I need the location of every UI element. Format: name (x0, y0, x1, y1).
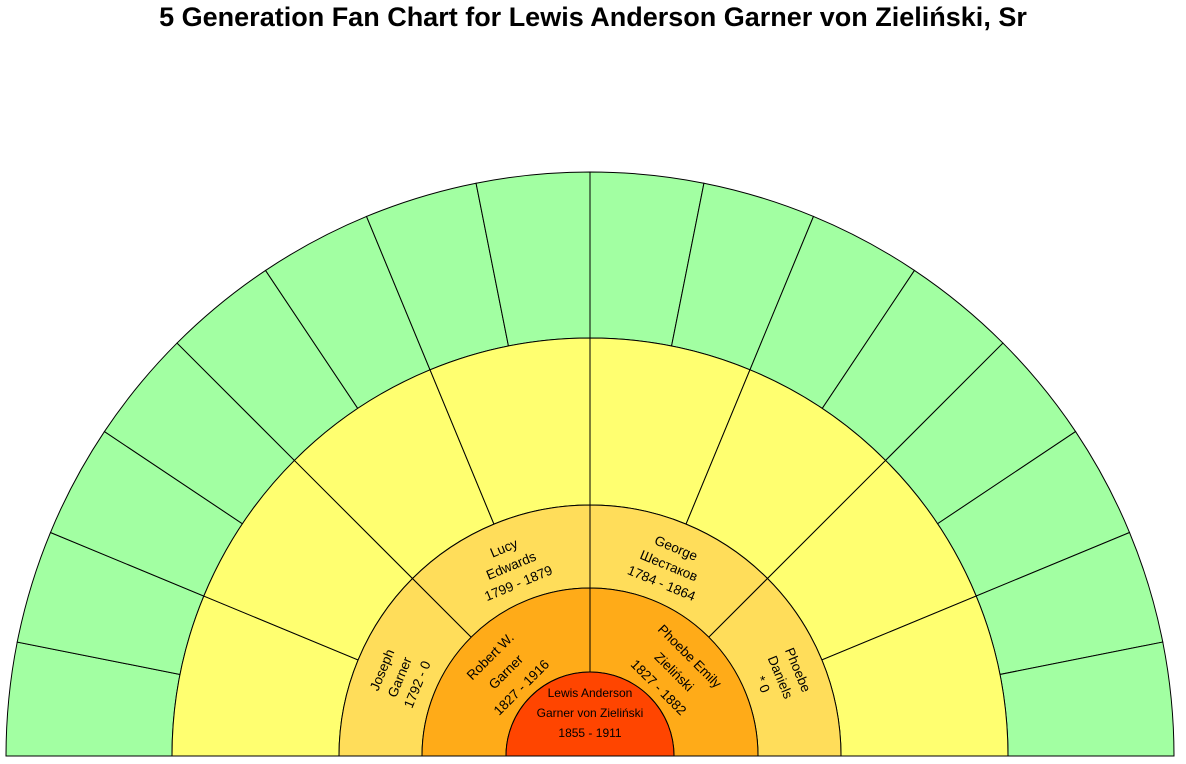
chart-title: 5 Generation Fan Chart for Lewis Anderso… (159, 2, 1027, 32)
fan-sectors (5, 171, 1175, 757)
center-person-sector (505, 671, 675, 757)
generation-3-person-4-line-3: * 0 (753, 674, 773, 695)
center-person-line-1: Lewis Anderson (548, 686, 633, 700)
center-person-line-3: 1855 - 1911 (558, 726, 621, 740)
center-person-line-2: Garner von Zieliński (537, 706, 644, 720)
